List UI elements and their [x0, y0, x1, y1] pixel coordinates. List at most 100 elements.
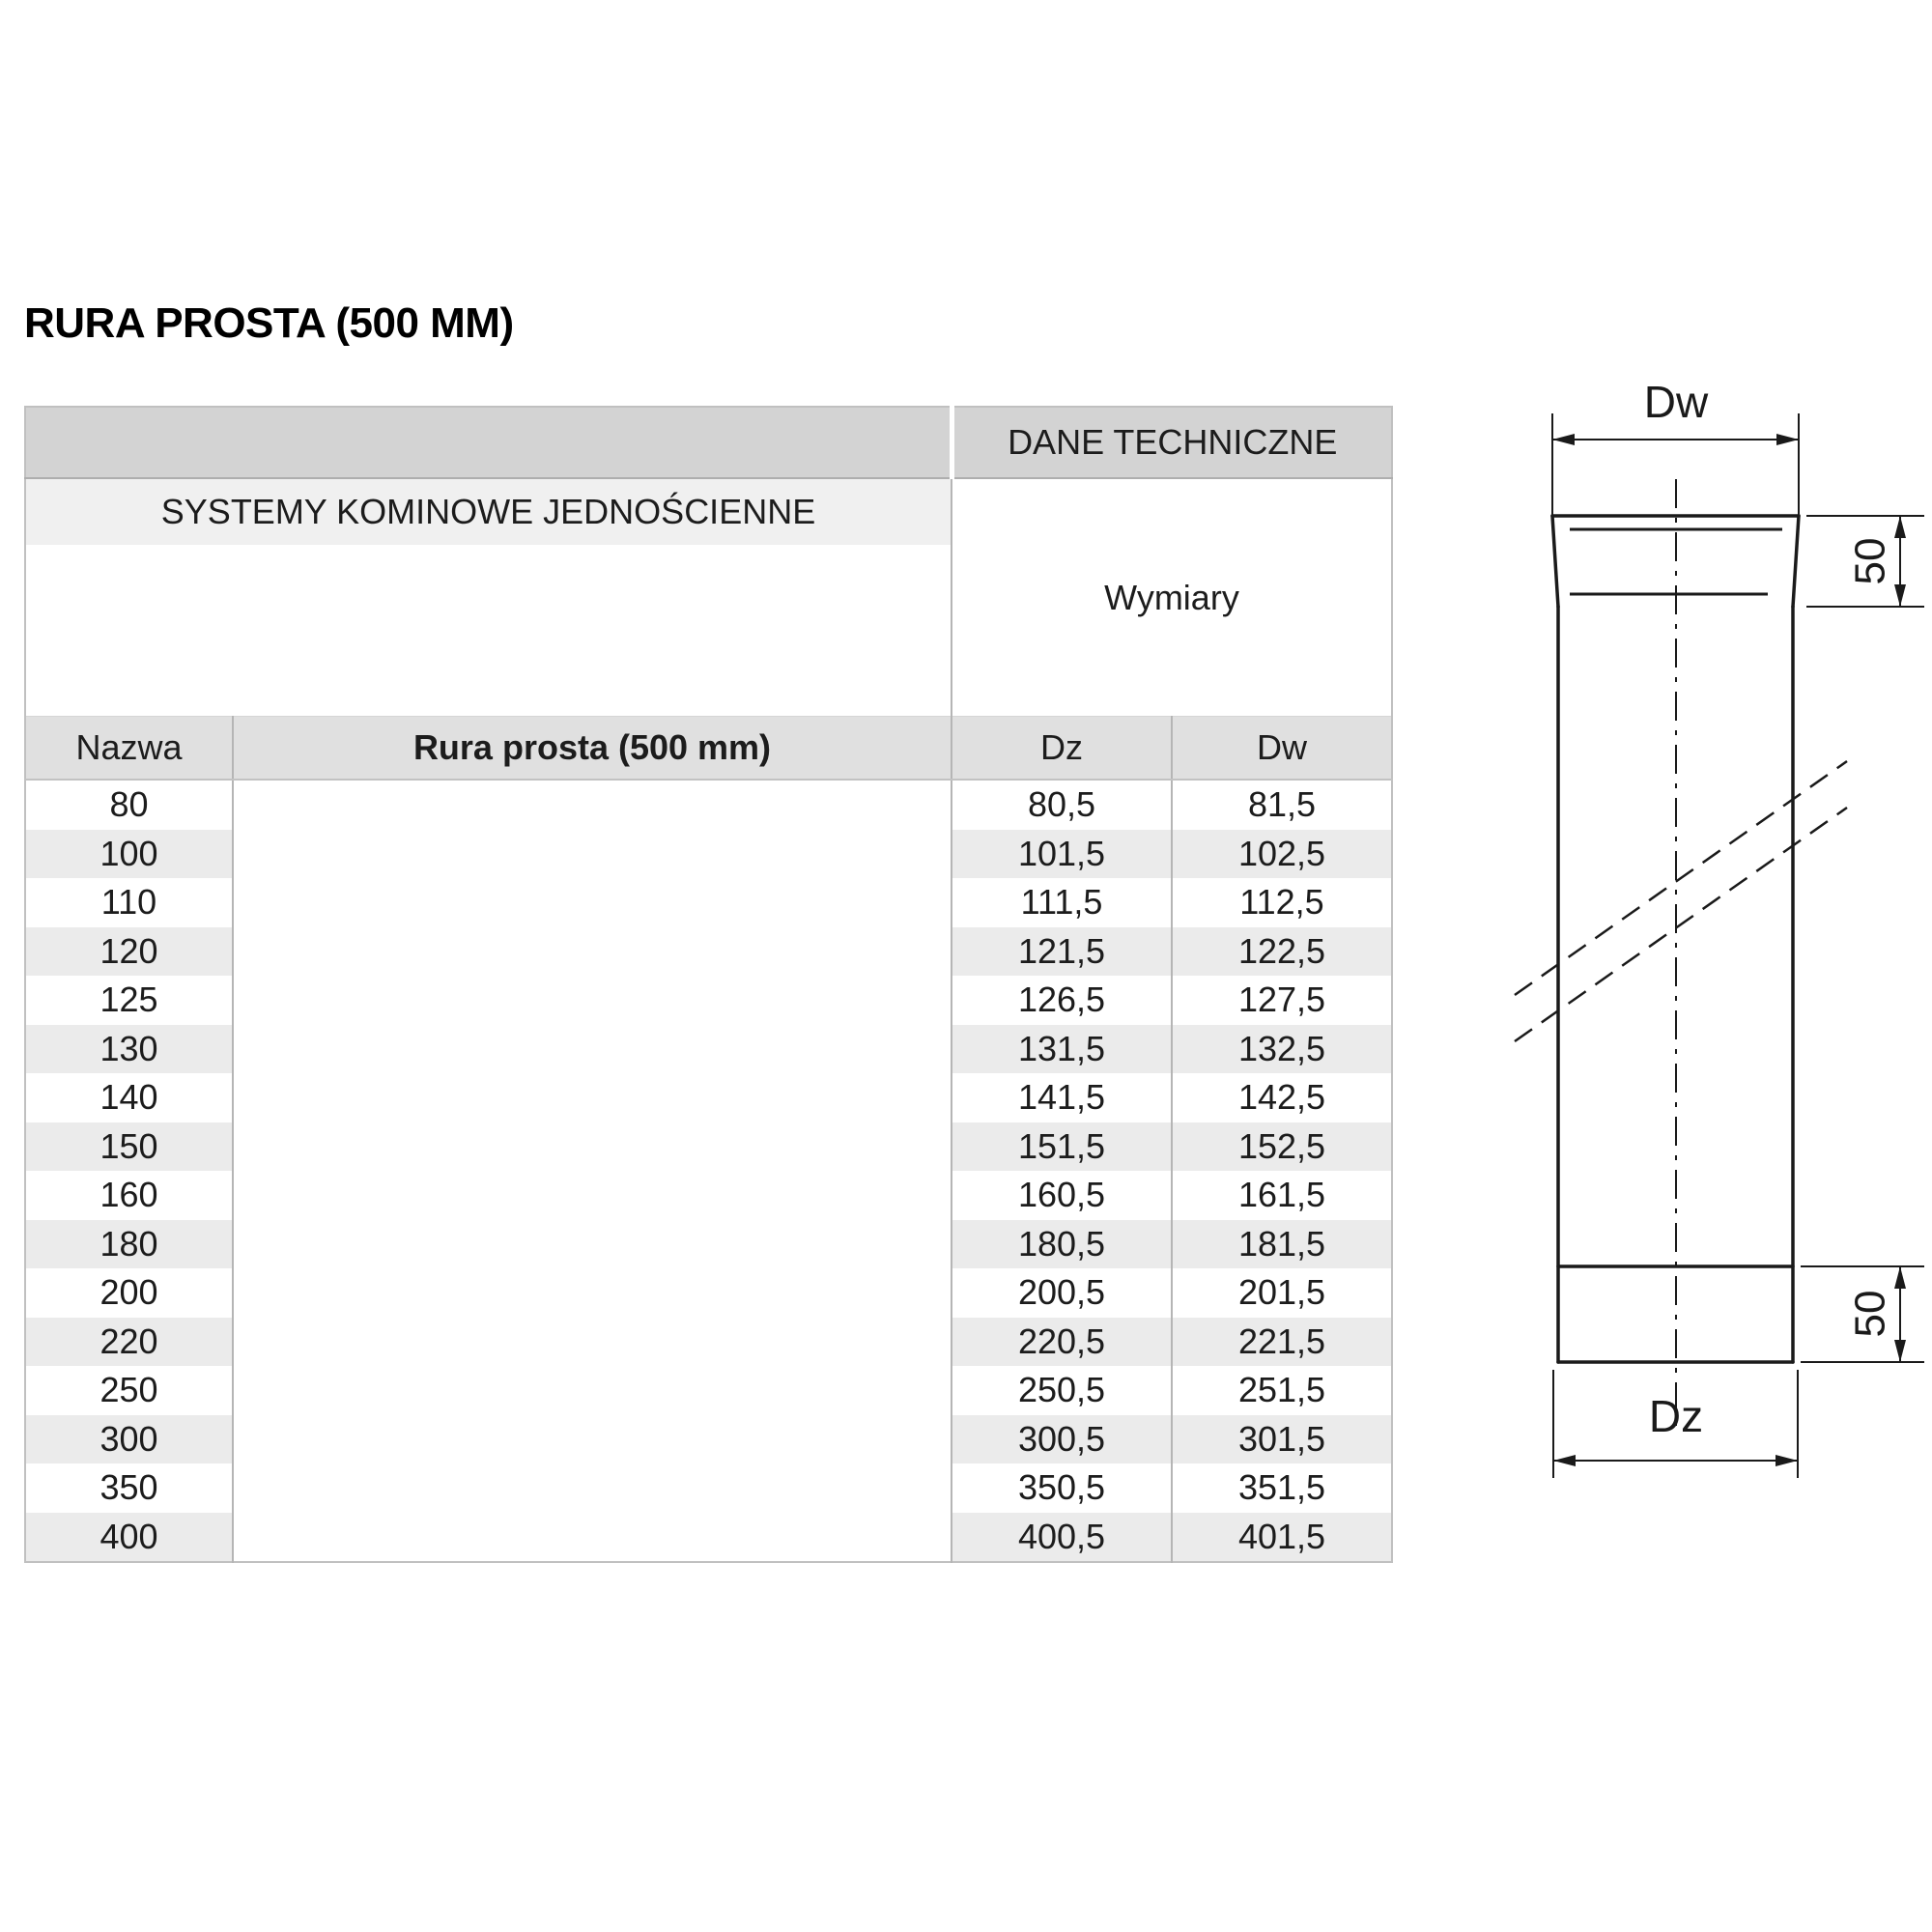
- column-header-dw: Dw: [1171, 716, 1392, 781]
- table-row: 250 250,5 251,5: [25, 1366, 1392, 1415]
- cell-dw: 127,5: [1171, 976, 1392, 1025]
- cell-nazwa: 150: [25, 1122, 233, 1171]
- base-height-label: 50: [1847, 1291, 1894, 1338]
- table-row: 350 350,5 351,5: [25, 1463, 1392, 1513]
- table-row: 200 200,5 201,5: [25, 1268, 1392, 1318]
- cell-nazwa: 350: [99, 1467, 158, 1508]
- arrow-left-icon: [1553, 1455, 1576, 1466]
- cell-dw: 301,5: [1171, 1414, 1392, 1463]
- break-lines: [1514, 759, 1848, 1043]
- table-row: 130 131,5 132,5: [25, 1024, 1392, 1073]
- pipe-technical-drawing: Dw 50 50: [1514, 377, 1924, 1478]
- column-header-product: Rura prosta (500 mm): [232, 716, 952, 781]
- table-row: 160 160,5 161,5: [25, 1171, 1392, 1220]
- cell-product: [232, 1024, 952, 1073]
- arrow-up-icon: [1894, 516, 1906, 538]
- table-row: 80 80,5 81,5: [25, 780, 1392, 830]
- cell-dz: 400,5: [952, 1512, 1172, 1562]
- cell-nazwa: 300: [25, 1414, 233, 1463]
- cell-dz: 121,5: [952, 926, 1172, 976]
- cell-product: [232, 976, 952, 1025]
- cell-nazwa: 180: [25, 1219, 233, 1268]
- cell-dw: 181,5: [1171, 1219, 1392, 1268]
- socket-inner-lines: [1570, 527, 1782, 596]
- cell-nazwa: 110: [100, 882, 157, 923]
- arrow-left-icon: [1552, 434, 1575, 445]
- cell-dz: 250,5: [1017, 1370, 1106, 1410]
- cell-product: [232, 1512, 952, 1562]
- cell-product: [232, 878, 952, 927]
- dz-label: Dz: [1649, 1391, 1703, 1441]
- cell-nazwa: 130: [25, 1024, 233, 1073]
- subheader-row: SYSTEMY KOMINOWE JEDNOŚCIENNE Wymiary: [25, 478, 1392, 717]
- cell-nazwa: 125: [99, 980, 158, 1020]
- table-row: 300 300,5 301,5: [25, 1414, 1392, 1463]
- technical-data-table: DANE TECHNICZNE SYSTEMY KOMINOWE JEDNOŚC…: [24, 406, 1393, 1563]
- cell-dw: 152,5: [1171, 1122, 1392, 1171]
- table-row: 220 220,5 221,5: [25, 1317, 1392, 1366]
- cell-dz: 80,5: [1027, 784, 1096, 825]
- cell-dw: 132,5: [1171, 1024, 1392, 1073]
- arrow-right-icon: [1776, 434, 1799, 445]
- cell-product: [232, 1317, 952, 1366]
- arrow-right-icon: [1776, 1455, 1798, 1466]
- cell-dz: 101,5: [952, 829, 1172, 878]
- cell-dz: 131,5: [952, 1024, 1172, 1073]
- cell-nazwa: 80: [109, 784, 149, 825]
- cell-dz: 300,5: [952, 1414, 1172, 1463]
- cell-product: [232, 1366, 952, 1415]
- cell-nazwa: 200: [99, 1272, 158, 1313]
- cell-product: [232, 1268, 952, 1318]
- arrow-down-icon: [1894, 584, 1906, 607]
- cell-dw: 112,5: [1171, 878, 1392, 927]
- table-row: 150 151,5 152,5: [25, 1122, 1392, 1171]
- banner-left-cell: [25, 407, 952, 479]
- cell-dz: 220,5: [952, 1317, 1172, 1366]
- cell-product: [232, 1414, 952, 1463]
- cell-nazwa: 250: [99, 1370, 158, 1410]
- table-row: 400 400,5 401,5: [25, 1512, 1392, 1562]
- cell-dz: 350,5: [1017, 1467, 1106, 1508]
- dw-dimension: [1551, 413, 1800, 516]
- cell-nazwa: 400: [25, 1512, 233, 1562]
- table-row: 100 101,5 102,5: [25, 829, 1392, 878]
- table-row: 180 180,5 181,5: [25, 1219, 1392, 1268]
- cell-product: [232, 1073, 952, 1122]
- cell-dw: 122,5: [1171, 926, 1392, 976]
- cell-dz: 160,5: [1017, 1175, 1106, 1215]
- dz-dimension: [1552, 1370, 1799, 1478]
- cell-dw: 351,5: [1171, 1463, 1392, 1513]
- cell-product: [232, 926, 952, 976]
- cell-dw: 102,5: [1171, 829, 1392, 878]
- cell-dw: 221,5: [1171, 1317, 1392, 1366]
- cell-dz: 126,5: [1017, 980, 1106, 1020]
- base-height-dimension: [1801, 1265, 1924, 1363]
- cell-product: [232, 1219, 952, 1268]
- cell-dz: 200,5: [1017, 1272, 1106, 1313]
- cell-dw: 142,5: [1171, 1073, 1392, 1122]
- arrow-up-icon: [1894, 1266, 1906, 1289]
- column-header-nazwa: Nazwa: [25, 716, 233, 781]
- cell-nazwa: 160: [99, 1175, 158, 1215]
- table-body: 80 80,5 81,5 100 101,5 102,5 110 111,5 112,5 120 1…: [25, 780, 1392, 1562]
- spacer-row: [25, 545, 1392, 717]
- cell-product: [232, 780, 952, 830]
- cell-dw: 81,5: [1171, 780, 1392, 830]
- cell-nazwa: 100: [25, 829, 233, 878]
- cell-product: [232, 1171, 952, 1220]
- arrow-down-icon: [1894, 1340, 1906, 1362]
- table-row: 120 121,5 122,5: [25, 926, 1392, 976]
- cell-dz: 180,5: [952, 1219, 1172, 1268]
- socket-height-dimension: [1806, 515, 1924, 608]
- system-line-header: SYSTEMY KOMINOWE JEDNOŚCIENNE: [25, 478, 952, 545]
- cell-dw: 401,5: [1171, 1512, 1392, 1562]
- table-row: 140 141,5 142,5: [25, 1073, 1392, 1122]
- cell-dw: 251,5: [1171, 1366, 1392, 1415]
- cell-nazwa: 220: [25, 1317, 233, 1366]
- header-banner-row: DANE TECHNICZNE: [25, 407, 1392, 479]
- cell-nazwa: 120: [25, 926, 233, 976]
- spacer-cell: [25, 545, 952, 717]
- cell-nazwa: 140: [99, 1077, 158, 1118]
- table-row: 110 111,5 112,5: [25, 878, 1392, 927]
